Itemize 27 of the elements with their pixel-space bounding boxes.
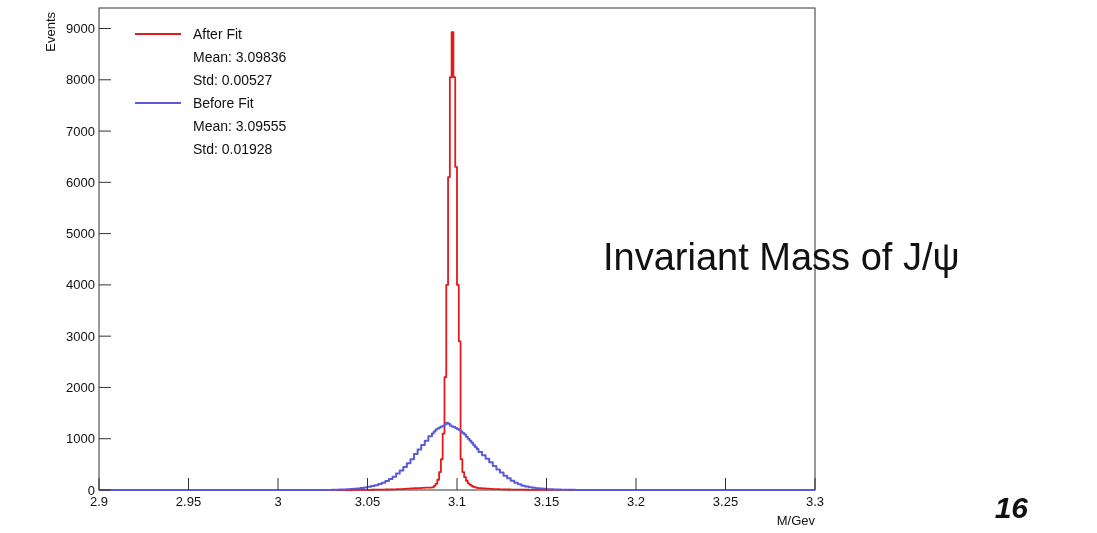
annotation: Mean: 3.09555 (193, 117, 287, 134)
x-tick-label: 3.1 (447, 494, 467, 509)
x-tick-label: 3.3 (805, 494, 825, 509)
y-tick-label: 8000 (66, 72, 95, 88)
x-tick-label: 2.95 (175, 494, 202, 509)
x-tick-label: 3.05 (354, 494, 381, 509)
annotation: Invariant Mass of J/ψ (603, 236, 960, 278)
y-tick-label: 4000 (66, 277, 95, 293)
annotation: Std: 0.00527 (193, 71, 273, 88)
y-tick-label: 9000 (66, 21, 95, 37)
legend-label: After Fit (193, 25, 243, 42)
legend-label: Before Fit (193, 94, 254, 111)
x-tick-label: 3.25 (712, 494, 739, 509)
y-tick-label: 6000 (66, 174, 95, 190)
y-tick-label: 7000 (66, 123, 95, 139)
x-tick-label: 3.15 (533, 494, 560, 509)
y-tick-label: 5000 (66, 226, 95, 242)
annotation: Std: 0.01928 (193, 140, 273, 157)
x-tick-label: 3 (274, 494, 282, 509)
x-tick-label: 3.2 (626, 494, 646, 509)
x-axis-title: M/Gev (776, 513, 816, 528)
y-tick-label: 3000 (66, 328, 95, 344)
y-tick-label: 1000 (66, 431, 95, 447)
annotation: Mean: 3.09836 (193, 48, 287, 65)
text: 16 (994, 491, 1029, 524)
y-axis-title: Events (43, 11, 59, 52)
y-tick-label: 2000 (66, 380, 95, 395)
